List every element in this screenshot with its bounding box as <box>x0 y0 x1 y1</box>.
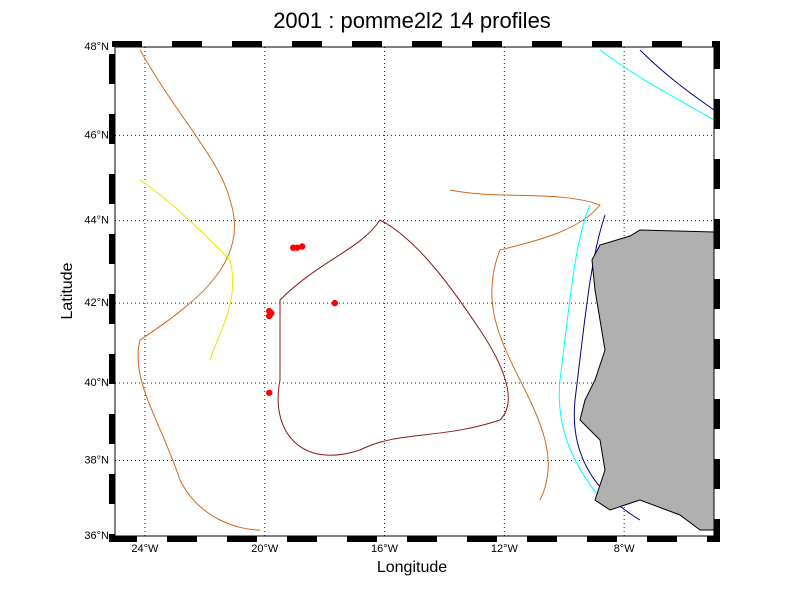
y-tick-label: 38°N <box>84 454 109 466</box>
y-tick-label: 46°N <box>84 129 109 141</box>
profile-point <box>266 389 273 396</box>
contour-line <box>139 179 234 361</box>
x-tick-label: 12°W <box>491 543 519 555</box>
x-tick-label: 24°W <box>131 543 159 555</box>
contour-line <box>558 49 715 511</box>
markers <box>266 243 339 396</box>
chart-title: 2001 : pomme2l2 14 profiles <box>273 8 551 33</box>
y-tick-label: 42°N <box>84 297 109 309</box>
profile-point <box>298 243 306 250</box>
y-tick-label: 40°N <box>84 377 109 389</box>
profile-point <box>331 299 339 307</box>
contour-line <box>449 189 601 501</box>
x-tick-label: 20°W <box>251 543 279 555</box>
profile-point <box>266 311 274 318</box>
y-tick-label: 44°N <box>84 215 109 227</box>
contour-line <box>137 49 261 531</box>
land <box>579 229 715 531</box>
x-axis-label: Longitude <box>377 559 447 576</box>
x-tick-label: 16°W <box>371 543 399 555</box>
map-border <box>109 41 720 542</box>
profile-point <box>293 244 301 251</box>
y-tick-label: 48°N <box>84 41 109 53</box>
y-axis-label: Latitude <box>59 262 76 319</box>
y-tick-label: 36°N <box>84 530 109 542</box>
contour-line <box>277 219 509 456</box>
contours <box>137 49 715 531</box>
x-tick-label: 8°W <box>614 543 636 555</box>
